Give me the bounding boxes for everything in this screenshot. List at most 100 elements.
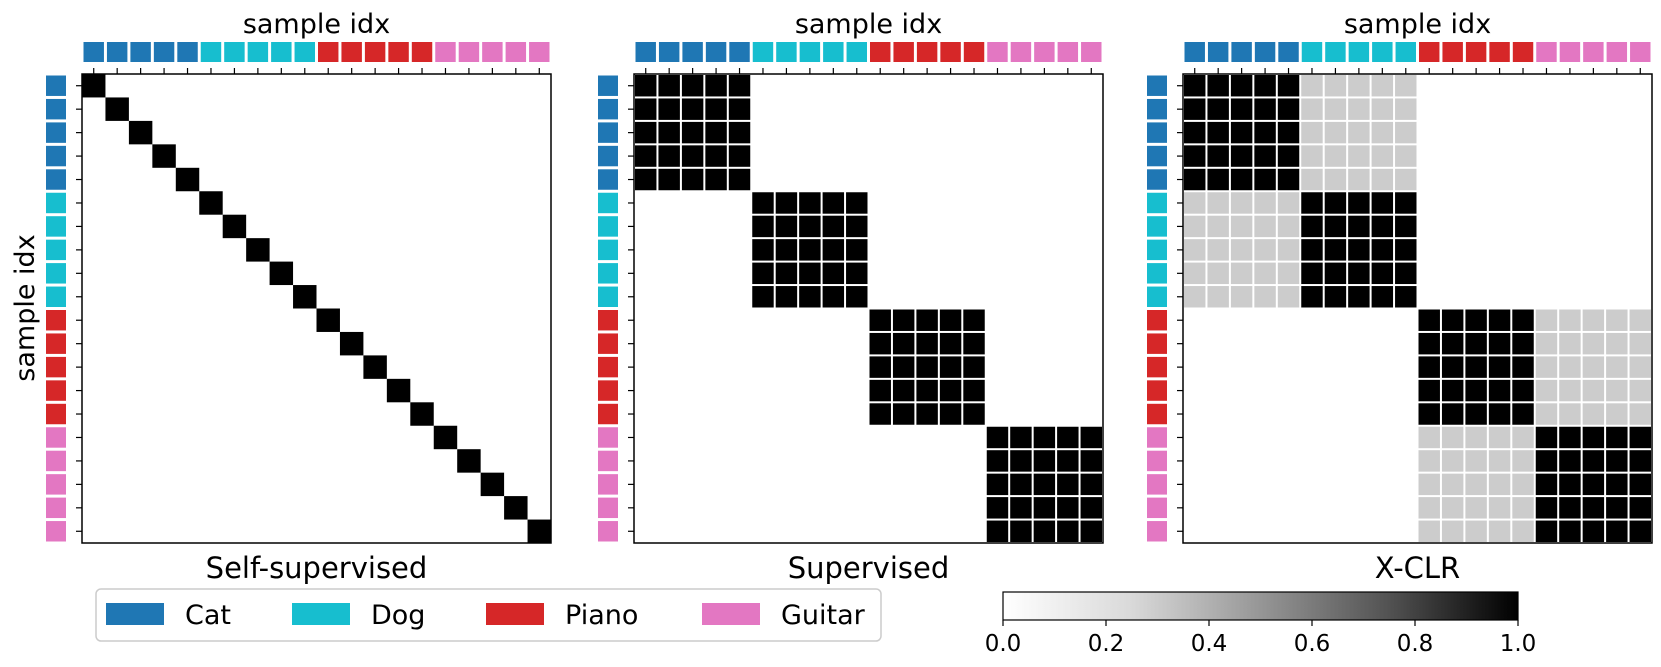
heatmap-cell [916,403,938,425]
heatmap-cell [1033,473,1056,496]
heatmap-cell [1418,520,1440,542]
heatmap-cell [316,308,340,332]
heatmap-cell [1371,145,1394,167]
heatmap-cell [1395,262,1417,285]
sample-class-marker-top [1559,42,1581,62]
sample-class-marker-top [1207,42,1229,62]
sample-class-marker-top [916,42,938,62]
heatmap-cell [705,98,727,120]
heatmap-cell [1230,121,1253,144]
heatmap-cell [1418,473,1440,496]
heatmap-cell [775,215,798,238]
heatmap-cell [1606,473,1628,496]
heatmap-cell [635,75,657,97]
heatmap-cell [1080,520,1102,542]
heatmap-cell [1324,286,1347,308]
heatmap-cell [1033,520,1056,542]
heatmap-cell [1465,379,1487,402]
sample-class-marker-top [1034,42,1055,62]
sample-class-marker-left [598,521,618,542]
legend-entry: Piano [486,600,638,631]
heatmap-cell [635,121,657,144]
sample-class-marker-left [1147,192,1167,214]
heatmap-cell [1348,215,1370,238]
sample-class-marker-left [598,263,618,284]
sample-class-marker-top [364,42,386,62]
sample-class-marker-left [598,310,618,331]
heatmap-cell [1277,121,1300,144]
heatmap-cell [1488,426,1511,449]
heatmap-cell [1582,309,1605,331]
heatmap-cell [1301,98,1323,120]
heatmap-cell [1207,262,1229,285]
heatmap-cell [1559,426,1581,449]
heatmap-cell [846,262,868,285]
heatmap-cell [1629,379,1651,402]
heatmap-cell [775,286,798,308]
heatmap-cell [1418,309,1440,331]
heatmap-cell [1324,75,1347,97]
sample-class-marker-left [46,169,66,190]
heatmap-cell [1512,450,1534,472]
heatmap-cell [1348,192,1370,214]
sample-class-marker-left [1147,356,1167,378]
heatmap-cell [199,191,223,215]
heatmap-frame [1182,73,1653,544]
heatmap-cell [1184,286,1206,308]
heatmap-cell [433,425,458,450]
heatmap-cell [1559,379,1581,402]
heatmap-cell [799,286,821,308]
heatmap-cell [175,167,200,192]
heatmap-cell [1254,192,1276,214]
heatmap-cell [1277,262,1300,285]
heatmap-cell [963,403,985,425]
heatmap-cell [1033,497,1056,519]
heatmap-cell [775,239,798,261]
heatmap-cell [1207,168,1229,191]
sample-class-marker-left [598,98,618,120]
heatmap-cell [705,145,727,167]
heatmap-cell [681,168,704,191]
sample-class-marker-top [682,42,703,62]
heatmap-cell [105,97,129,121]
heatmap-cell [1559,356,1581,378]
heatmap-cell [1535,309,1558,331]
heatmap-cell [1465,473,1487,496]
sample-class-marker-left [1147,122,1167,143]
sample-class-marker-top [318,42,339,62]
heatmap-cell [1184,98,1206,120]
sample-class-marker-left [598,427,618,448]
heatmap-cell [1559,450,1581,472]
heatmap-cell [916,332,938,355]
heatmap-cell [1582,379,1605,402]
heatmap-cell [728,121,751,144]
heatmap-cell [1465,497,1487,519]
heatmap-cell [1582,450,1605,472]
heatmap-cell [1348,262,1370,285]
sample-class-marker-left [598,380,618,401]
sample-class-marker-top [83,42,104,62]
heatmap-cell [1324,145,1347,167]
heatmap-cell [1057,426,1079,449]
legend-swatch [702,603,760,625]
heatmap-cell [1465,426,1487,449]
heatmap-cell [1559,520,1581,542]
heatmap-cell [986,473,1009,496]
sample-class-marker-top [1465,42,1487,62]
heatmap-cell [82,74,106,98]
legend-entry: Cat [106,600,231,631]
heatmap-cell [480,472,505,497]
panel-title: X-CLR [1375,551,1460,585]
heatmap-cell [846,239,868,261]
heatmap-cell [1277,286,1300,308]
sample-class-marker-top [1630,42,1651,62]
sample-class-marker-left [598,169,618,190]
heatmap-cell [728,75,751,97]
heatmap-cell [1230,168,1253,191]
sample-class-marker-top [1184,42,1205,62]
heatmap-frame [81,73,552,544]
heatmap-cell [1184,168,1206,191]
sample-class-marker-top [1057,42,1079,62]
heatmap-cell [1277,168,1300,191]
heatmap-cell [752,239,774,261]
